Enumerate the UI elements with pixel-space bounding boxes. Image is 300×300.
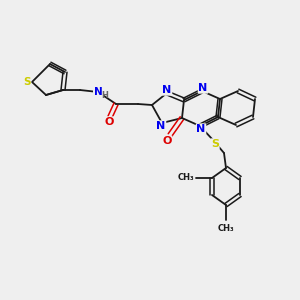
Text: S: S — [211, 139, 219, 149]
Text: N: N — [196, 124, 206, 134]
Text: CH₃: CH₃ — [177, 173, 194, 182]
Text: N: N — [198, 83, 208, 93]
Text: O: O — [104, 117, 114, 127]
Text: S: S — [23, 77, 31, 87]
Text: CH₃: CH₃ — [218, 224, 234, 233]
Text: N: N — [162, 85, 172, 95]
Text: N: N — [94, 87, 102, 97]
Text: H: H — [102, 92, 108, 100]
Text: O: O — [162, 136, 172, 146]
Text: N: N — [156, 121, 166, 131]
